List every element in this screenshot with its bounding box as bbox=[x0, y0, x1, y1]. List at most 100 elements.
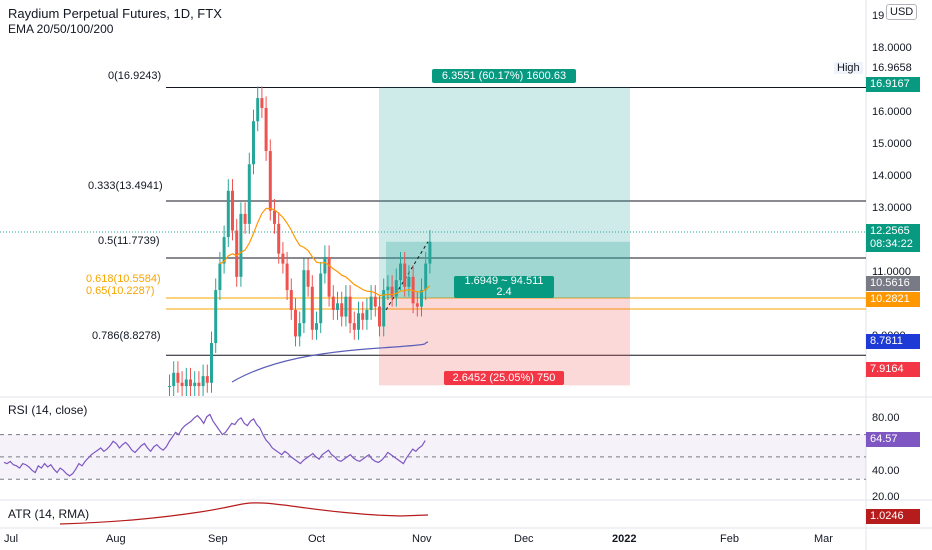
candle-body bbox=[428, 241, 432, 264]
candle-body bbox=[344, 296, 348, 317]
candlesticks bbox=[168, 86, 432, 396]
entry-label-line: 2.4 bbox=[496, 286, 512, 298]
candle-body bbox=[378, 306, 381, 327]
price-tick: 11.0000 bbox=[872, 266, 911, 278]
candle-body bbox=[420, 290, 423, 307]
candle-body bbox=[285, 263, 289, 291]
rsi-line bbox=[3, 413, 426, 477]
candle-body bbox=[403, 263, 407, 287]
candle-body bbox=[424, 263, 428, 291]
candle-body bbox=[399, 263, 402, 281]
rsi-label[interactable]: RSI (14, close) bbox=[8, 403, 88, 417]
price-tick-top: 19 bbox=[872, 10, 885, 22]
fib0-badge: 16.9167 bbox=[866, 77, 920, 92]
ema-line bbox=[219, 207, 431, 297]
candle-body bbox=[214, 290, 218, 344]
atr-line bbox=[59, 502, 429, 525]
indicator-legend[interactable]: EMA 20/50/100/200 bbox=[8, 22, 114, 36]
price-tick: 15.0000 bbox=[872, 138, 912, 150]
candle-body bbox=[222, 237, 226, 264]
candle-body bbox=[327, 256, 331, 297]
high-value: 16.9658 bbox=[872, 62, 912, 74]
candle-body bbox=[340, 303, 344, 317]
candle-body bbox=[201, 376, 205, 387]
candle-body bbox=[218, 263, 222, 291]
candle-body bbox=[210, 343, 213, 383]
stop-price-badge: 7.9164 bbox=[866, 362, 920, 377]
candle-body bbox=[256, 98, 260, 122]
candle-body bbox=[302, 270, 306, 324]
candle-body bbox=[294, 309, 297, 337]
candle-body bbox=[373, 296, 377, 307]
candle-body bbox=[193, 382, 197, 387]
x-tick: Aug bbox=[106, 533, 126, 545]
candle-body bbox=[184, 379, 188, 387]
candle-body bbox=[336, 303, 339, 310]
candle-body bbox=[273, 210, 276, 224]
rsi-value-badge: 64.57 bbox=[866, 432, 920, 447]
candle-body bbox=[180, 382, 184, 387]
price-tick: 16.0000 bbox=[872, 106, 912, 118]
candle-body bbox=[323, 256, 327, 274]
fib-label: 0.65(10.2287) bbox=[86, 285, 155, 297]
currency-button[interactable]: USD bbox=[886, 4, 918, 20]
fib-retracement bbox=[166, 86, 866, 356]
x-tick: Mar bbox=[814, 533, 833, 545]
candle-body bbox=[239, 213, 243, 277]
candle-body bbox=[197, 382, 201, 387]
atr-label[interactable]: ATR (14, RMA) bbox=[8, 507, 90, 521]
countdown-badge: 08:34:22 bbox=[866, 237, 920, 252]
fib-label: 0(16.9243) bbox=[108, 70, 162, 82]
fib-label: 0.333(13.4941) bbox=[88, 180, 163, 192]
x-tick: Sep bbox=[208, 533, 228, 545]
x-tick: Nov bbox=[412, 533, 432, 545]
candle-body bbox=[289, 290, 293, 310]
x-tick: Dec bbox=[514, 533, 534, 545]
candle-body bbox=[315, 323, 318, 330]
position-entry-link bbox=[385, 241, 429, 311]
candle-body bbox=[361, 313, 365, 320]
candle-body bbox=[189, 379, 192, 387]
entry-label-line: 1.6949 ~ 94.511 bbox=[464, 275, 544, 287]
target-label[interactable]: 6.3551 (60.17%) 1600.63 bbox=[432, 69, 576, 83]
entry-label[interactable]: 1.6949 ~ 94.511 2.4 bbox=[454, 276, 554, 298]
candle-body bbox=[369, 296, 373, 310]
candle-body bbox=[277, 223, 281, 254]
candle-body bbox=[264, 108, 268, 152]
stop-zone bbox=[379, 298, 630, 386]
candle-body bbox=[172, 372, 176, 387]
candle-body bbox=[394, 280, 398, 297]
rsi-tick: 20.00 bbox=[872, 491, 900, 503]
candle-body bbox=[243, 213, 247, 224]
ema-value-badge: 10.2821 bbox=[866, 292, 920, 307]
candle-body bbox=[168, 386, 171, 388]
high-tag: High bbox=[834, 62, 863, 74]
rsi-tick: 40.00 bbox=[872, 465, 900, 477]
chart-title: Raydium Perpetual Futures, 1D, FTX bbox=[8, 6, 222, 21]
candle-body bbox=[252, 121, 255, 165]
ema-value-badge: 10.5616 bbox=[866, 276, 920, 291]
atr-value-badge: 1.0246 bbox=[866, 509, 920, 524]
candle-body bbox=[319, 273, 323, 324]
stop-label[interactable]: 2.6452 (25.05%) 750 bbox=[444, 371, 564, 385]
ema-line bbox=[231, 341, 429, 383]
candle-body bbox=[357, 313, 360, 330]
candle-body bbox=[390, 286, 394, 297]
x-tick: Feb bbox=[720, 533, 739, 545]
candle-body bbox=[306, 270, 310, 287]
candle-body bbox=[386, 286, 390, 291]
candle-body bbox=[226, 190, 230, 238]
candle-body bbox=[298, 323, 302, 337]
price-tick: 18.0000 bbox=[872, 42, 912, 54]
last-price-badge: 12.2565 bbox=[866, 224, 920, 239]
candle-body bbox=[365, 309, 369, 320]
candle-body bbox=[281, 253, 285, 264]
target-zone bbox=[379, 87, 630, 299]
x-tick: Oct bbox=[308, 533, 326, 545]
rsi-pane bbox=[0, 413, 866, 480]
candle-body bbox=[310, 286, 314, 330]
fib-label: 0.618(10.5584) bbox=[86, 273, 161, 285]
atr-pane bbox=[59, 502, 429, 525]
